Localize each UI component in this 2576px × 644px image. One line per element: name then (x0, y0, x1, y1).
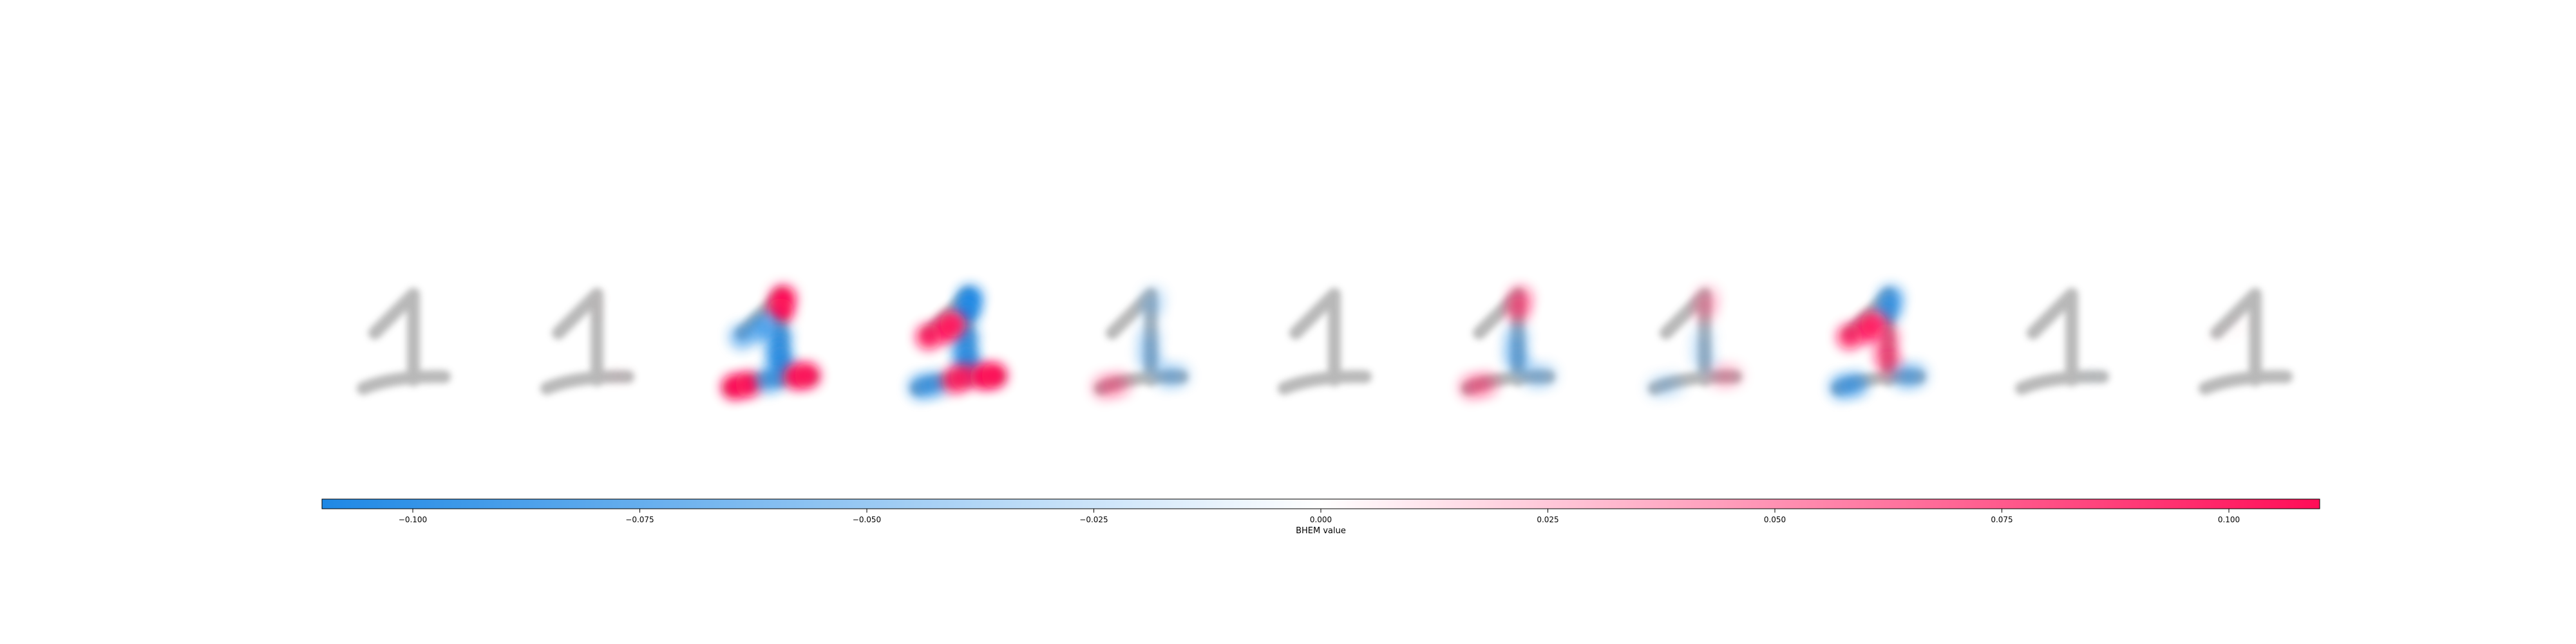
attribution-blob (916, 324, 942, 350)
attribution-blob (735, 372, 761, 397)
digit-panel (2015, 288, 2112, 395)
attribution-blob (1660, 372, 1685, 397)
attribution-blob (1692, 298, 1718, 324)
attribution-blob (611, 363, 637, 388)
attribution-blob (1505, 298, 1531, 324)
attribution-blob (2228, 311, 2254, 337)
colorbar-gradient (321, 498, 2320, 509)
colorbar-ticks: −0.100 −0.075 −0.050 −0.025 0.000 0.025 0.050 0… (399, 509, 2240, 524)
attribution-blob (764, 364, 790, 390)
attribution-blob (2086, 363, 2112, 388)
attribution-blob (951, 364, 976, 390)
attribution-blob (1532, 363, 1558, 388)
attribution-blob (981, 363, 1007, 388)
digit-panel (1645, 285, 1745, 400)
digit-glyph (1278, 288, 1372, 395)
digit-panel (540, 288, 637, 395)
attribution-blob (2204, 324, 2230, 350)
attribution-blob (1473, 372, 1499, 397)
digit-panel (1092, 285, 1191, 400)
digit-glyph (2015, 288, 2109, 395)
colorbar-tick-label: −0.025 (1079, 515, 1108, 524)
colorbar-tick-label: −0.075 (625, 515, 654, 524)
digit-panels (357, 285, 2293, 400)
digit-glyph (357, 288, 451, 395)
colorbar-tick-label: −0.050 (853, 515, 881, 524)
attribution-blob (795, 363, 820, 388)
attribution-blob (1719, 363, 1745, 388)
attribution-blob (1138, 298, 1164, 324)
digit-panel (721, 285, 820, 400)
colorbar-label: BHEM value (1296, 526, 1346, 536)
digit-panel (357, 288, 451, 395)
colorbar-tick-label: −0.100 (399, 515, 427, 524)
attribution-blob (729, 324, 755, 350)
digit-glyph (2199, 288, 2293, 395)
attribution-blob (1843, 372, 1869, 397)
digit-panel (1459, 285, 1558, 400)
colorbar: −0.100 −0.075 −0.050 −0.025 0.000 0.025 0.050 0… (321, 498, 2320, 536)
attribution-blob (940, 311, 966, 337)
colorbar-tick-label: 0.025 (1537, 515, 1558, 524)
attribution-blob (1902, 363, 1928, 388)
digit-panel (2199, 288, 2293, 395)
attribution-blob (1106, 372, 1132, 397)
digit-glyph (540, 288, 634, 395)
colorbar-tick-label: 0.000 (1310, 515, 1332, 524)
attribution-blob (584, 298, 610, 324)
attribution-blob (1165, 363, 1191, 388)
digit-panel (1278, 288, 1372, 395)
digit-panel (1829, 285, 1928, 400)
attribution-blob (1837, 324, 1862, 350)
attribution-blob (753, 311, 779, 337)
attribution-blob (922, 372, 948, 397)
digit-panel (908, 285, 1007, 400)
colorbar-tick-label: 0.075 (1991, 515, 2012, 524)
colorbar-tick-label: 0.100 (2218, 515, 2240, 524)
colorbar-tick-label: 0.050 (1764, 515, 1786, 524)
